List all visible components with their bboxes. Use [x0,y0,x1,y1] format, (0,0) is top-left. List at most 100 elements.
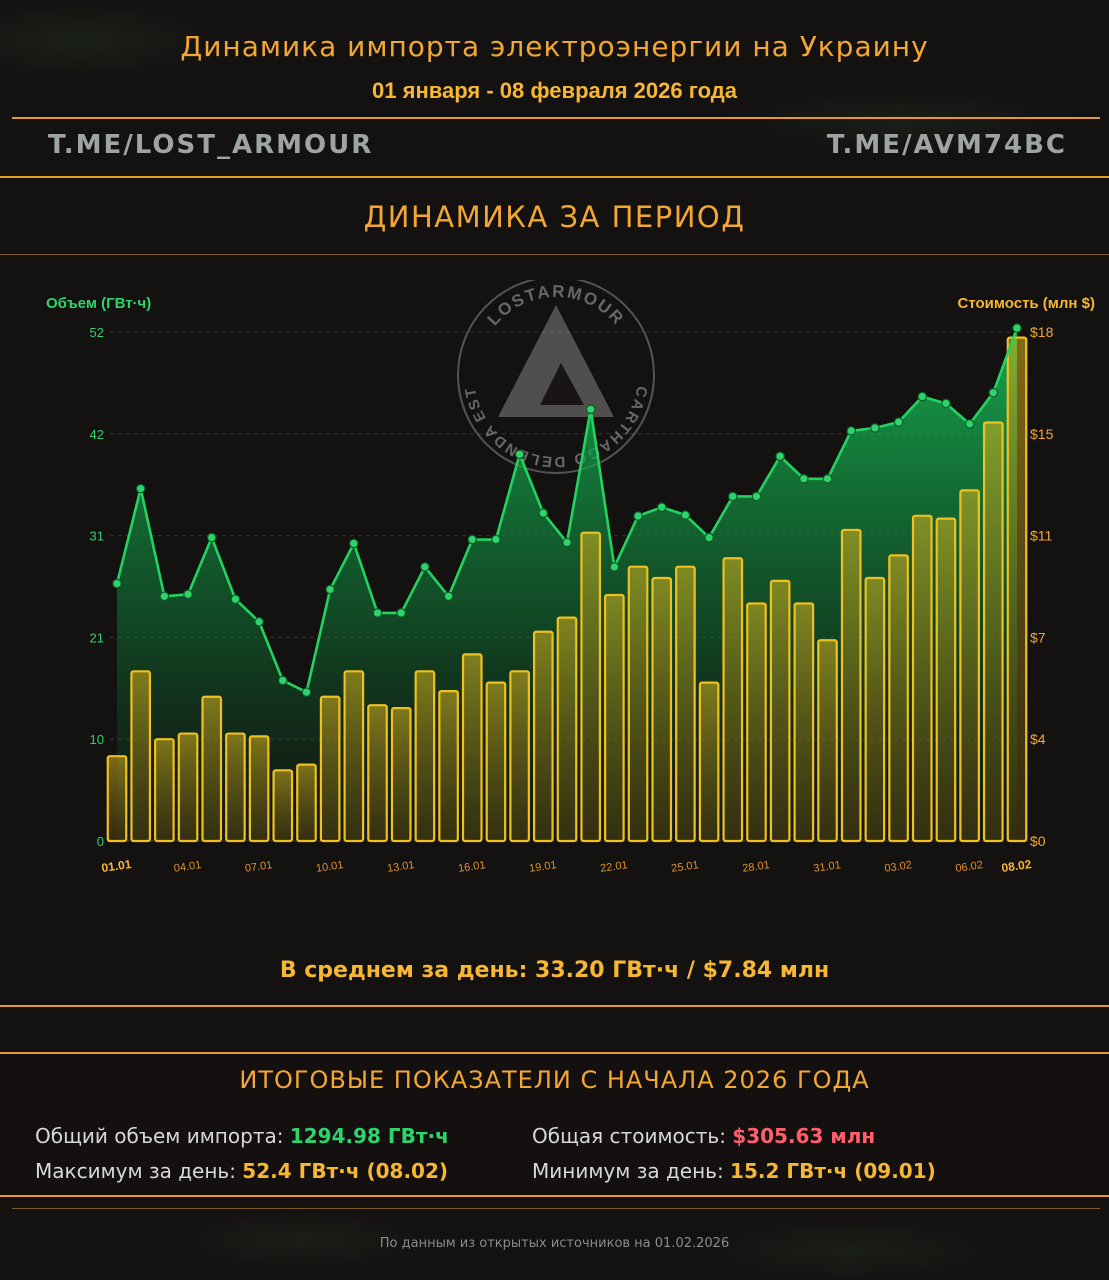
total-cost-label: Общая стоимость: [532,1124,726,1148]
x-tick-label: 16.01 [457,859,486,875]
cost-bar [935,517,957,843]
divider [0,254,1109,255]
cost-bar [793,602,815,843]
cost-bar [1006,336,1028,843]
volume-point [420,562,430,572]
volume-point [751,491,762,502]
x-tick-label: 22.01 [599,859,628,875]
cost-bar [556,616,578,843]
totals-title: ИТОГОВЫЕ ПОКАЗАТЕЛИ С НАЧАЛА 2026 ГОДА [239,1066,870,1094]
x-tick-label: 03.02 [884,859,913,875]
cost-bar [769,579,791,843]
cost-bar [367,704,388,843]
max-day-value: 52.4 ГВт·ч (08.02) [242,1159,449,1183]
cost-bar [106,755,128,843]
x-tick-label: 04.01 [173,859,202,875]
volume-point [893,417,904,427]
cost-bar [675,565,696,843]
min-day-stat: Минимум за день: 15.2 ГВт·ч (09.01) [532,1159,936,1183]
x-tick-label: 28.01 [742,859,771,875]
cost-bar [580,531,602,843]
cost-bar [319,695,341,843]
volume-point [727,491,738,502]
watermark-triangle-icon [498,305,614,417]
telegram-link-right[interactable]: T.ME/AVM74BC [826,130,1067,160]
cost-bar [130,670,152,843]
x-tick-label: 01.01 [101,857,133,875]
volume-point [656,502,667,513]
right-tick-label: $11 [1030,528,1053,544]
cost-bar [817,639,838,843]
x-tick-label: 06.02 [955,859,984,875]
cost-bar [248,735,270,843]
total-volume-value: 1294.98 ГВт·ч [289,1124,449,1148]
lostarmour-watermark: LOSTARMOURCARTHAGO DELENDA EST [457,280,655,474]
right-tick-label: $4 [1030,731,1046,747]
divider [0,1195,1109,1197]
cost-bar [225,732,246,843]
volume-point [941,398,951,409]
cost-bar [651,576,673,843]
volume-point [822,474,833,484]
left-tick-label: 0 [97,834,104,849]
volume-point [491,534,501,545]
volume-area [117,328,1017,842]
right-tick-label: $7 [1030,629,1046,645]
volume-point [633,511,643,521]
right-tick-label: $15 [1030,426,1054,442]
cost-bar [840,528,862,843]
max-day-stat: Максимум за день: 52.4 ГВт·ч (08.02) [35,1159,448,1183]
cost-bar [982,421,1004,843]
volume-point [680,510,691,520]
average-summary: В среднем за день: 33.20 ГВт·ч / $7.84 м… [279,958,830,983]
watermark-ring [457,280,655,474]
volume-point [964,419,975,429]
volume-point [206,532,217,543]
cost-bar [201,695,223,843]
cost-bar [604,593,625,843]
volume-point [538,508,549,518]
cost-bar [296,763,317,843]
volume-point [325,584,335,595]
volume-point [775,451,785,462]
cost-bar [272,769,294,843]
volume-point [870,423,880,433]
volume-point [230,594,241,605]
cost-bar [627,565,649,843]
volume-point [799,474,809,484]
volume-point [988,387,999,398]
cost-bar [722,557,744,843]
watermark-inner-icon [540,363,584,405]
x-tick-label: 19.01 [528,859,557,875]
cost-bar [343,670,365,843]
min-day-value: 15.2 ГВт·ч (09.01) [730,1159,936,1183]
x-tick-label: 08.02 [1001,857,1033,875]
page-title: Динамика импорта электроэнергии на Украи… [180,30,929,63]
cost-bar [746,602,767,843]
volume-point [112,578,122,589]
volume-point [396,608,407,618]
volume-point [443,591,454,602]
cost-bar [485,681,507,843]
volume-point [349,538,359,549]
volume-point [254,616,264,627]
page-subtitle: 01 января - 08 февраля 2026 года [372,78,737,103]
volume-point [159,591,170,602]
cost-bar [959,489,980,843]
cost-bar [390,706,412,843]
telegram-link-left[interactable]: T.ME/LOST_ARMOUR [48,130,374,160]
cost-bar [532,630,554,843]
cost-bar [888,554,909,843]
source-footnote: По данным из открытых источников на 01.0… [379,1236,730,1251]
total-volume-label: Общий объем импорта: [35,1124,284,1148]
total-volume-stat: Общий объем импорта: 1294.98 ГВт·ч [35,1124,449,1148]
cost-bar [698,681,720,843]
volume-point [372,608,383,618]
divider [12,1208,1100,1209]
volume-point [514,449,525,460]
left-tick-label: 31 [90,529,104,544]
divider [12,117,1100,119]
cost-bar [461,653,483,843]
volume-point [1012,323,1022,333]
volume-point [277,675,288,686]
